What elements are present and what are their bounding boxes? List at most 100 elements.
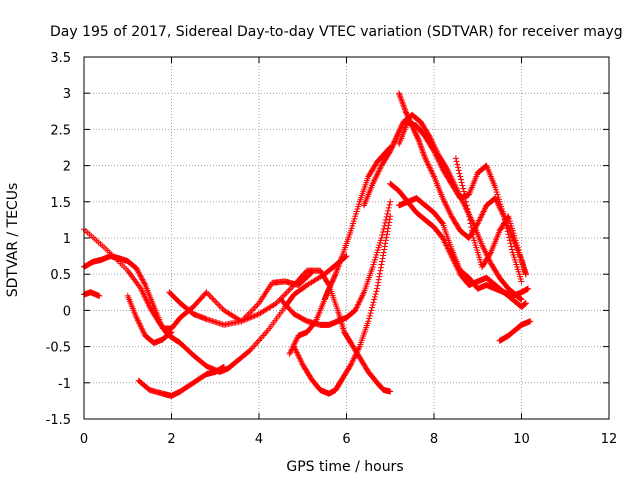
data-point [387,198,394,205]
data-point [215,301,222,308]
y-tick-label: -0.5 [46,341,71,356]
data-point [458,179,465,186]
data-point [506,234,513,241]
data-point [462,195,469,202]
y-tick-label: 3 [63,87,71,102]
data-point [371,293,378,300]
data-point [212,298,219,305]
data-point [374,282,381,289]
y-tick-label: -1.5 [46,413,71,428]
data-point [377,264,384,271]
data-point [455,167,462,174]
data-point [347,362,354,369]
data-point [381,222,388,229]
data-point [380,249,387,256]
x-tick-label: 12 [601,432,618,447]
data-point [383,231,390,238]
data-point [140,277,147,284]
data-point [366,312,373,319]
data-point [247,314,254,321]
data-point [464,206,471,213]
data-point [453,158,460,165]
data-point [221,363,227,370]
x-tick-label: 10 [513,432,530,447]
data-point [382,237,389,244]
data-point [141,280,148,287]
data-point [387,388,394,395]
grid-layer [84,57,609,419]
data-point [138,275,145,282]
data-point [456,170,463,177]
data-point [209,295,216,302]
data-point [371,296,378,303]
y-axis-label: SDTVAR / TECUs [5,183,21,298]
series-arc-8 [291,213,394,397]
data-point [522,300,529,307]
data-point [525,285,532,292]
data-point [474,221,481,228]
data-point [507,240,514,247]
data-point [460,185,467,192]
data-point [167,329,174,336]
data-point [380,225,387,232]
data-point [463,198,470,205]
data-point [370,299,377,306]
data-point [382,219,389,226]
y-tick-label: 3.5 [50,51,71,66]
data-point [466,216,473,223]
series-arc-16 [496,318,534,344]
y-tick-label: 1 [63,232,71,247]
data-point [522,271,529,278]
data-point [467,220,474,227]
data-point [167,330,174,337]
data-point [218,304,225,311]
data-point [376,273,383,280]
plot-frame [83,56,610,420]
data-point [376,270,383,277]
data-point [381,243,388,250]
data-point [210,296,217,303]
data-point [506,237,513,244]
data-point [135,269,142,276]
data-point [375,276,382,283]
series-arc-15 [452,155,529,278]
data-point [372,291,379,298]
series-arc-7 [286,144,394,357]
series-arc-2 [81,253,315,332]
data-point [242,316,249,323]
data-point [137,273,144,280]
data-point [383,234,390,241]
data-point [378,235,385,241]
series-arc-5 [135,363,227,399]
series-arc-14 [387,180,532,299]
data-point [378,261,385,268]
data-point [452,155,459,162]
data-point [503,225,510,232]
data-point [430,146,437,153]
data-point [369,301,376,308]
data-point [379,258,386,265]
data-point [134,266,141,273]
data-point [379,255,386,262]
data-point [457,176,464,183]
data-point [137,272,144,279]
data-point [248,307,255,314]
data-point [379,231,386,238]
data-point [468,224,475,231]
data-point [439,219,446,226]
data-point [283,289,290,296]
data-point [504,228,511,235]
data-point [385,207,392,214]
data-point [282,291,289,298]
y-tick-label: 2.5 [50,123,71,138]
data-point [373,288,380,295]
data-point [369,304,376,311]
data-point [250,306,257,313]
data-point [367,310,374,317]
x-tick-label: 6 [342,432,350,447]
data-point [518,278,525,285]
tick-layer: 0 2 4 6 8 10 12 -1.5 -1 -0.5 0 0.5 1 1.5 2 2.5 3 3.5 [46,51,618,447]
data-point [386,216,393,223]
x-tick-label: 2 [167,432,175,447]
